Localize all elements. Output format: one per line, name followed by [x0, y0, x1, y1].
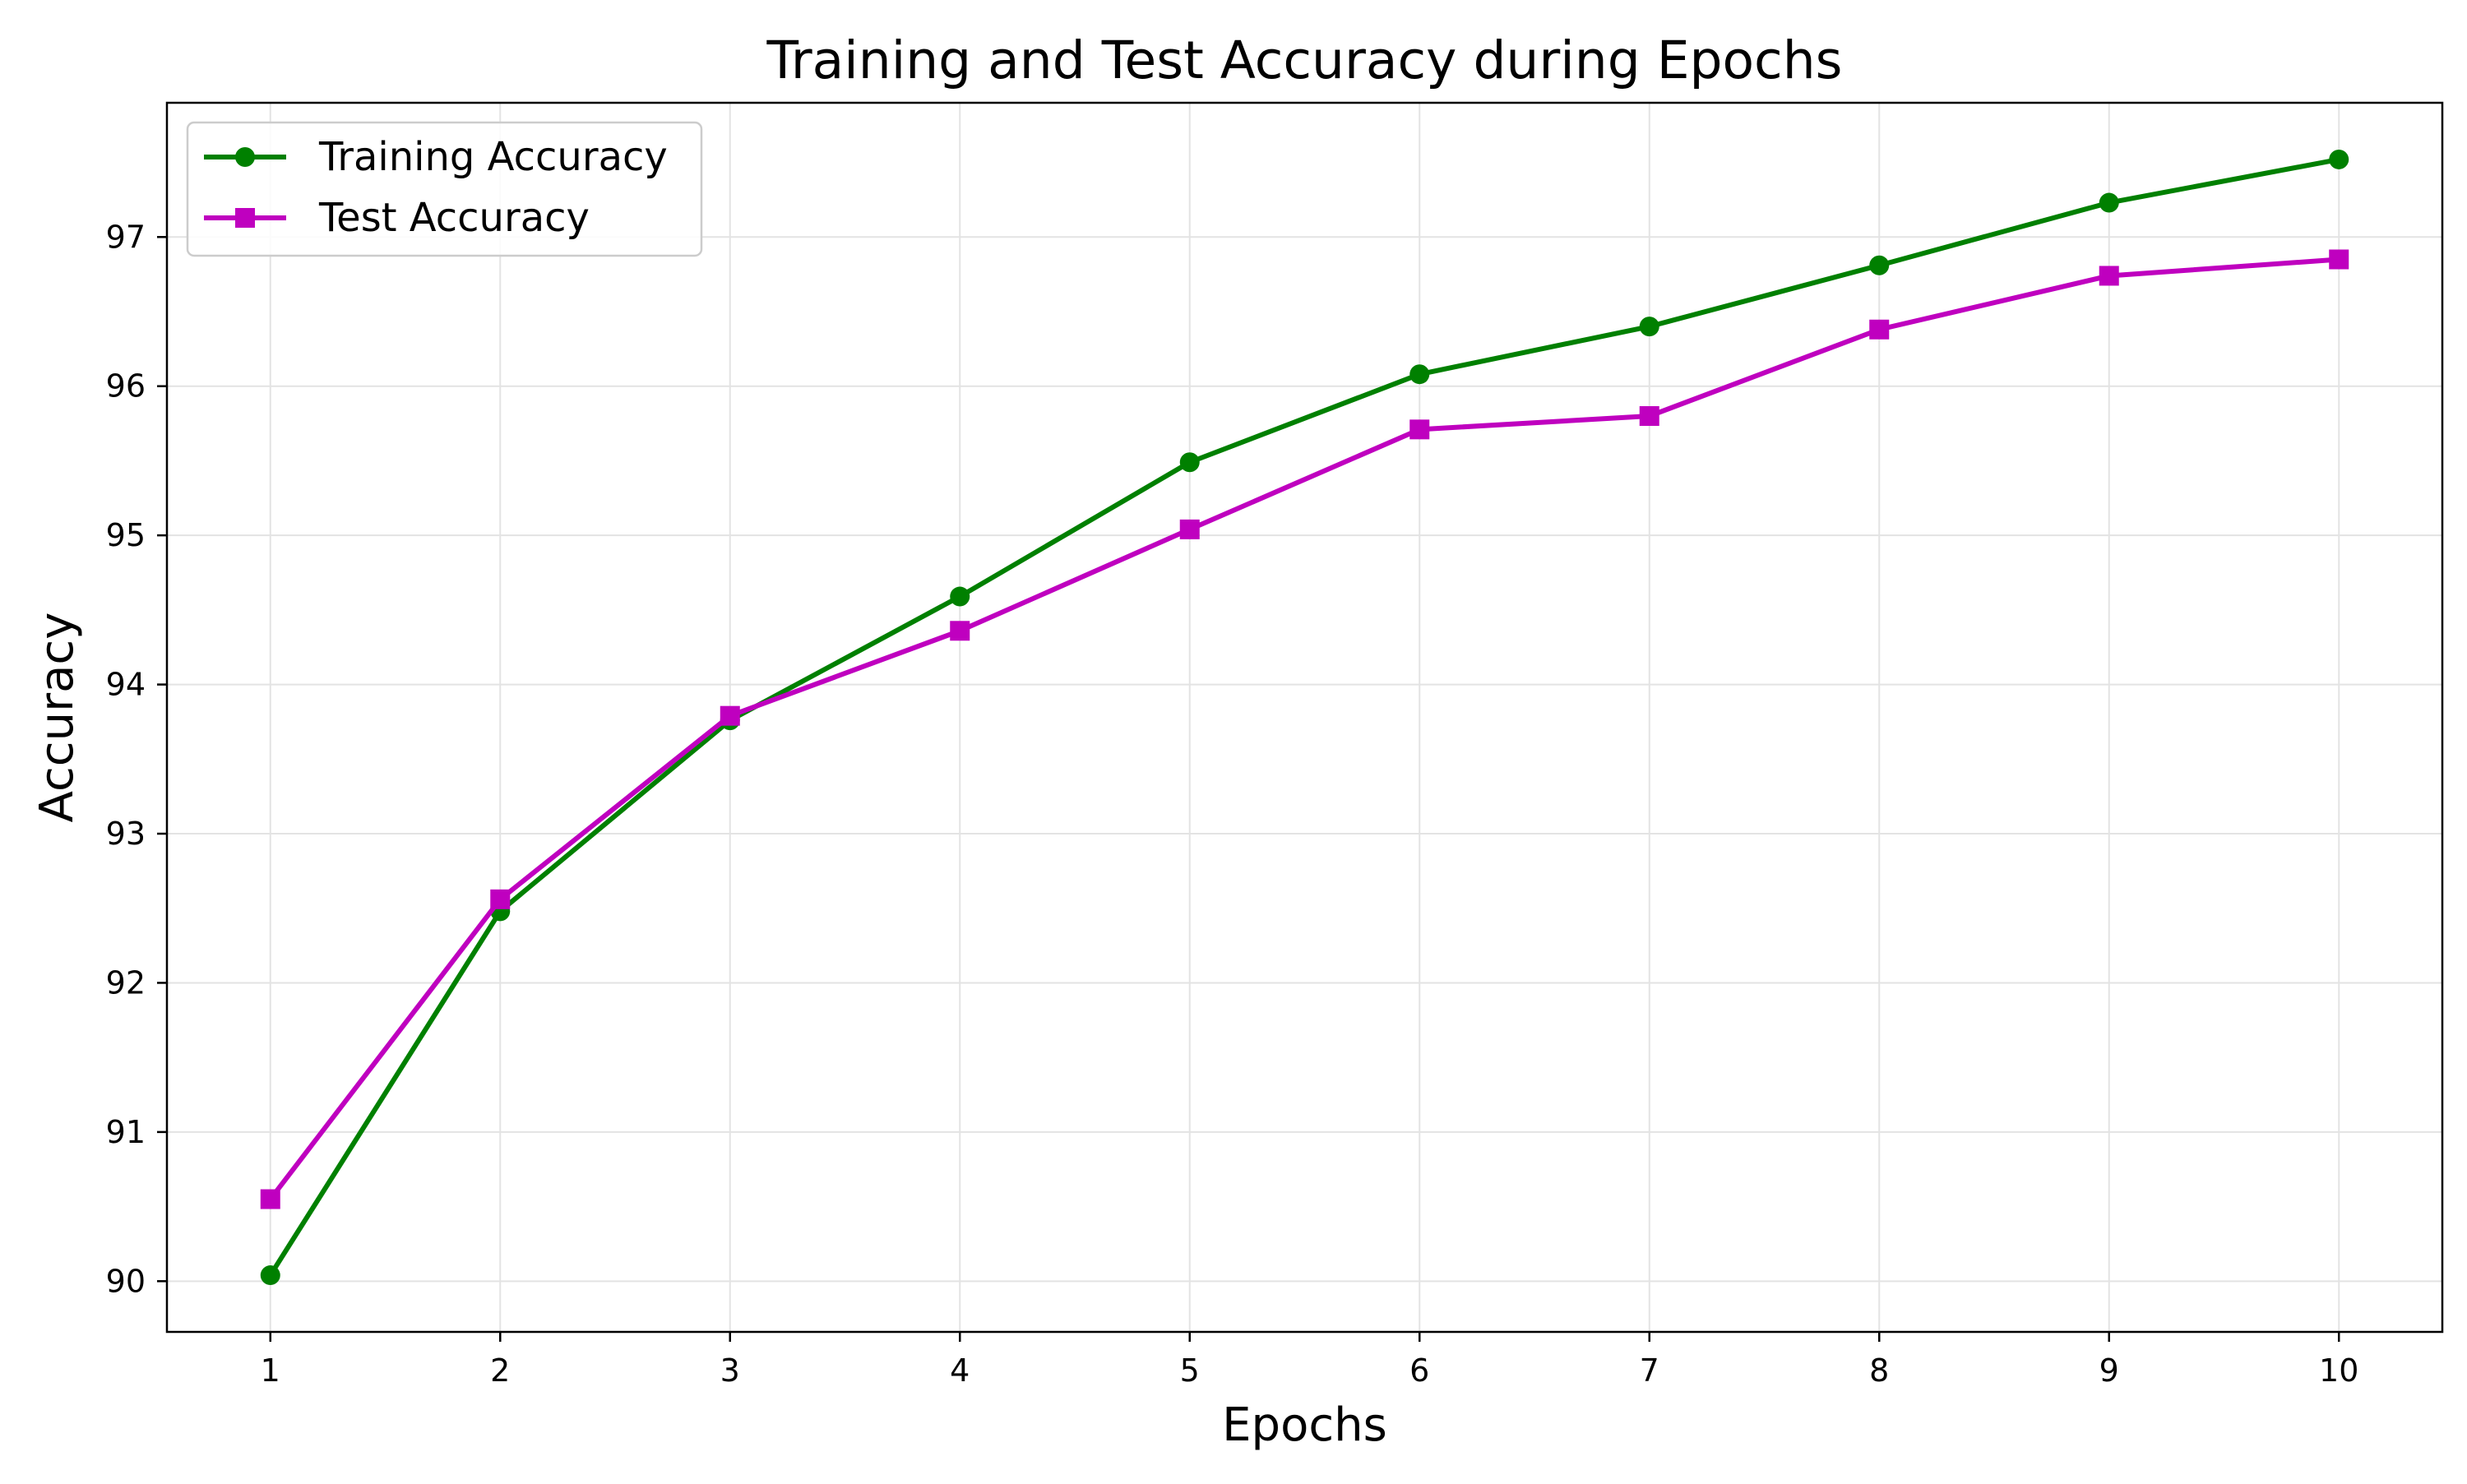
y-tick-label: 97: [106, 219, 146, 255]
plot-frame: [165, 101, 2444, 1334]
x-tick-label: 7: [1640, 1352, 1659, 1389]
legend-item: Test Accuracy: [204, 195, 590, 241]
x-tick-label: 10: [2319, 1352, 2358, 1389]
chart-title: Training and Test Accuracy during Epochs: [766, 30, 1843, 90]
y-tick-label: 95: [106, 517, 146, 553]
y-tick-label: 96: [106, 368, 146, 405]
data-point: [2099, 266, 2119, 286]
x-tick-label: 4: [950, 1352, 970, 1389]
data-point: [260, 1265, 280, 1286]
series-test-accuracy: [260, 249, 2349, 1209]
data-point: [1869, 255, 1890, 275]
data-point: [1639, 406, 1659, 427]
data-point: [1409, 364, 1430, 385]
x-tick-label: 3: [720, 1352, 740, 1389]
y-tick-label: 91: [106, 1114, 146, 1150]
x-axis-label: Epochs: [1222, 1398, 1387, 1452]
data-point: [490, 889, 511, 909]
y-axis-label: Accuracy: [30, 613, 84, 823]
data-point: [2329, 149, 2349, 169]
x-tick-label: 9: [2099, 1352, 2119, 1389]
data-point: [260, 1189, 280, 1209]
data-point: [1409, 419, 1430, 440]
legend-swatch-marker: [235, 147, 255, 167]
data-point: [1179, 519, 1200, 539]
x-tick-label: 6: [1409, 1352, 1429, 1389]
legend-swatch-marker: [235, 208, 255, 228]
y-tick-label: 93: [106, 816, 146, 852]
legend-label: Training Accuracy: [318, 134, 668, 180]
legend-label: Test Accuracy: [318, 195, 590, 241]
data-point: [950, 586, 970, 607]
series-line: [268, 156, 2340, 1277]
data-point: [2099, 192, 2119, 213]
data-point: [1869, 319, 1890, 340]
data-point: [1179, 452, 1200, 473]
y-tick-label: 90: [106, 1263, 146, 1299]
series-layer: [260, 149, 2349, 1286]
legend-item: Training Accuracy: [204, 134, 668, 180]
data-point: [720, 705, 740, 726]
data-point: [950, 621, 970, 641]
y-tick-label: 94: [106, 667, 146, 703]
x-tick-label: 5: [1180, 1352, 1200, 1389]
legend: Training Accuracy Test Accuracy: [186, 121, 703, 257]
x-tick-label: 8: [1869, 1352, 1889, 1389]
axis-ticks: 1 2 3 4 5 6 7 8 9 10 90 91 92 93 94 95 96 97: [106, 219, 2359, 1389]
data-point: [1639, 317, 1659, 337]
series-line: [268, 257, 2340, 1201]
data-point: [2329, 249, 2349, 270]
x-tick-label: 1: [261, 1352, 280, 1389]
grid-lines: [167, 103, 2442, 1332]
legend-box: [186, 121, 703, 257]
y-tick-label: 92: [106, 964, 146, 1001]
x-tick-label: 2: [490, 1352, 510, 1389]
